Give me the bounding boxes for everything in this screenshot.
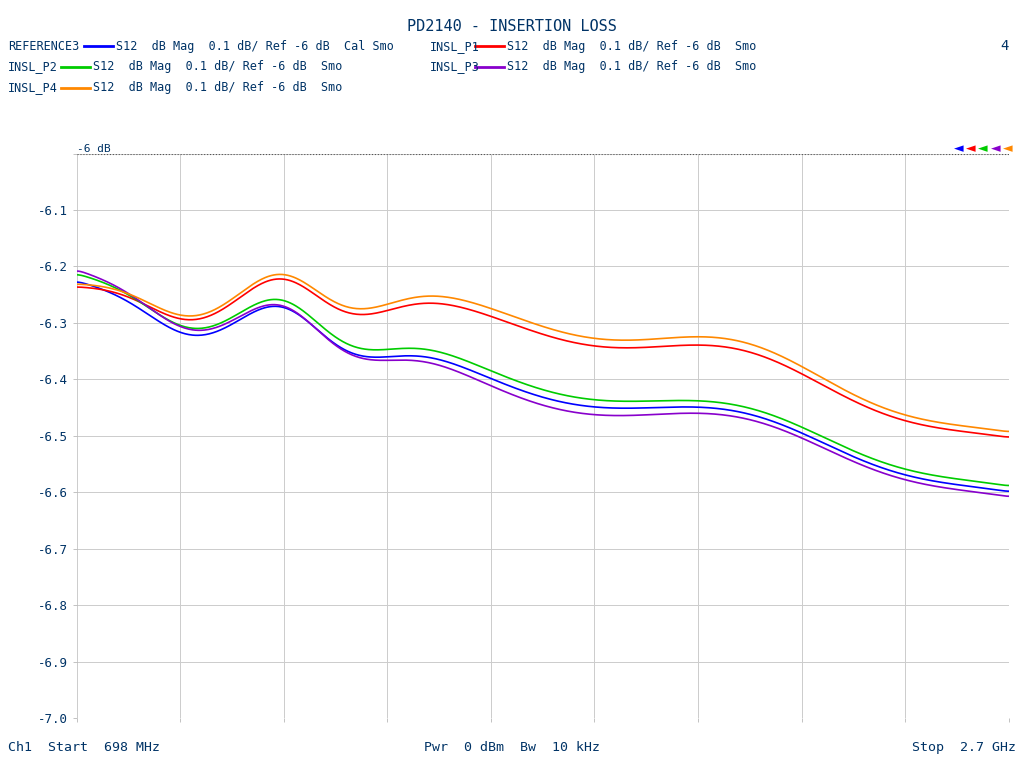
Text: ◄: ◄ bbox=[1002, 142, 1013, 154]
Text: INSL_P3: INSL_P3 bbox=[430, 61, 480, 73]
Text: PD2140 - INSERTION LOSS: PD2140 - INSERTION LOSS bbox=[408, 19, 616, 35]
Text: ◄: ◄ bbox=[978, 142, 988, 154]
Text: ◄: ◄ bbox=[966, 142, 976, 154]
Text: Pwr  0 dBm  Bw  10 kHz: Pwr 0 dBm Bw 10 kHz bbox=[424, 741, 600, 754]
Text: S12  dB Mag  0.1 dB/ Ref -6 dB  Smo: S12 dB Mag 0.1 dB/ Ref -6 dB Smo bbox=[507, 40, 757, 52]
Text: S12  dB Mag  0.1 dB/ Ref -6 dB  Smo: S12 dB Mag 0.1 dB/ Ref -6 dB Smo bbox=[93, 81, 343, 94]
Text: ◄: ◄ bbox=[953, 142, 964, 154]
Text: 4: 4 bbox=[1000, 39, 1009, 53]
Text: Stop  2.7 GHz: Stop 2.7 GHz bbox=[911, 741, 1016, 754]
Text: -6 dB: -6 dB bbox=[77, 144, 111, 154]
Text: Ch1  Start  698 MHz: Ch1 Start 698 MHz bbox=[8, 741, 160, 754]
Text: INSL_P2: INSL_P2 bbox=[8, 61, 58, 73]
Text: REFERENCE3: REFERENCE3 bbox=[8, 40, 80, 52]
Text: S12  dB Mag  0.1 dB/ Ref -6 dB  Smo: S12 dB Mag 0.1 dB/ Ref -6 dB Smo bbox=[93, 61, 343, 73]
Text: S12  dB Mag  0.1 dB/ Ref -6 dB  Cal Smo: S12 dB Mag 0.1 dB/ Ref -6 dB Cal Smo bbox=[116, 40, 393, 52]
Text: INSL_P1: INSL_P1 bbox=[430, 40, 480, 52]
Text: S12  dB Mag  0.1 dB/ Ref -6 dB  Smo: S12 dB Mag 0.1 dB/ Ref -6 dB Smo bbox=[507, 61, 757, 73]
Text: INSL_P4: INSL_P4 bbox=[8, 81, 58, 94]
Text: ◄: ◄ bbox=[990, 142, 1000, 154]
